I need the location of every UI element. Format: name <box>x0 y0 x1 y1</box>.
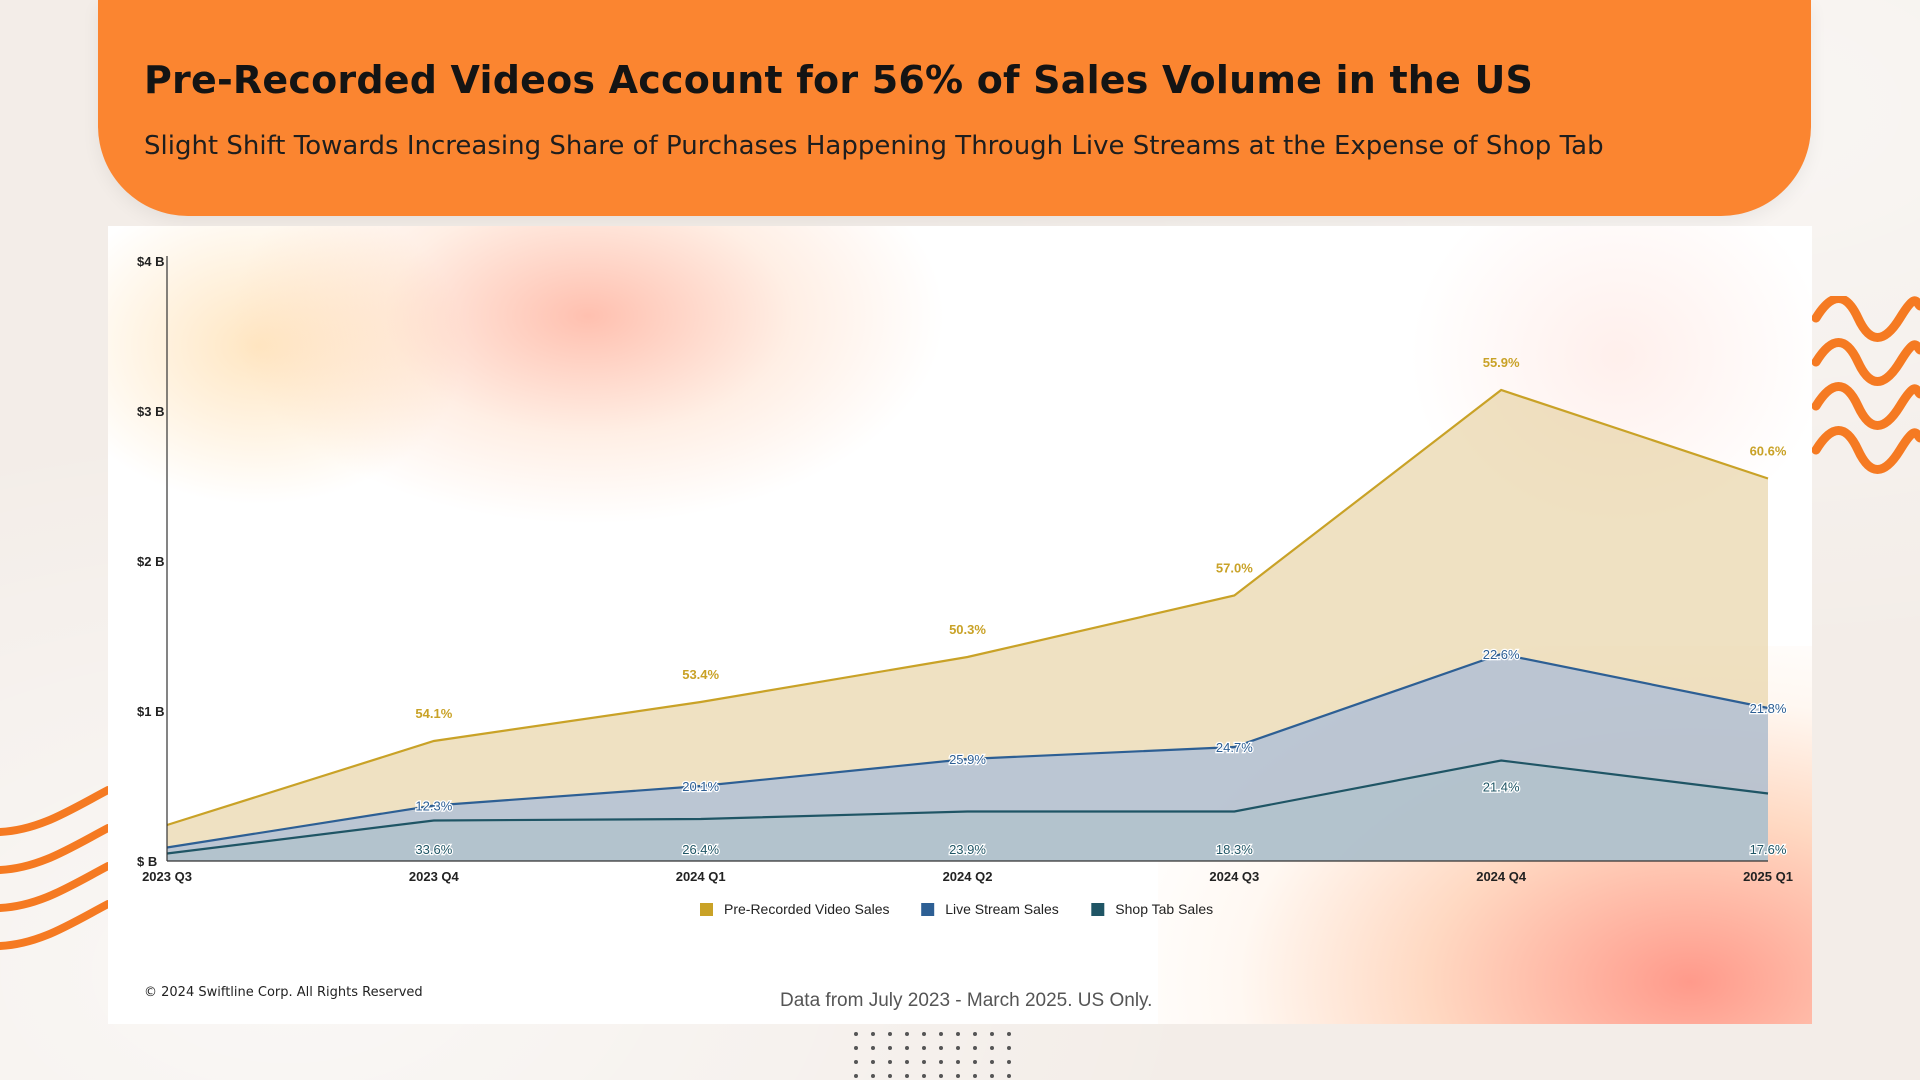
data-label: 53.4% <box>682 667 719 682</box>
decorative-dot <box>990 1032 994 1036</box>
decorative-dot <box>922 1046 926 1050</box>
legend-label: Live Stream Sales <box>945 901 1059 917</box>
series-line-2 <box>166 759 1769 855</box>
legend-label: Shop Tab Sales <box>1115 901 1213 917</box>
data-label: 55.9% <box>1483 355 1520 370</box>
stacked-area-chart: $ B $1 B $2 B $3 B $4 B 2023 Q3 2023 Q4 2024 Q1… <box>137 254 1793 917</box>
decorative-dot <box>1007 1074 1011 1078</box>
data-label: 12.3% <box>415 799 452 814</box>
data-label: 25.9% <box>949 752 986 767</box>
data-label: 21.8% <box>1750 701 1787 716</box>
x-tick-label: 2024 Q2 <box>943 869 993 884</box>
decorative-dot <box>854 1074 858 1078</box>
decorative-dot <box>939 1046 943 1050</box>
decorative-dot <box>871 1032 875 1036</box>
glow-decoration <box>228 226 948 526</box>
x-tick-label: 2023 Q4 <box>409 869 460 884</box>
decorative-dot <box>854 1060 858 1064</box>
y-tick-label: $1 B <box>137 704 164 719</box>
decorative-dot <box>973 1046 977 1050</box>
page-subtitle: Slight Shift Towards Increasing Share of… <box>144 131 1604 161</box>
legend-swatch <box>700 903 713 916</box>
decorative-dot <box>871 1060 875 1064</box>
data-label: 50.3% <box>949 622 986 637</box>
data-label: 21.4% <box>1483 780 1520 795</box>
decorative-dot <box>956 1060 960 1064</box>
data-label: 60.6% <box>1750 444 1787 459</box>
decorative-dot <box>888 1074 892 1078</box>
decorative-dot <box>973 1060 977 1064</box>
decorative-dot <box>1007 1046 1011 1050</box>
decorative-dot <box>888 1060 892 1064</box>
dot-grid-decoration <box>854 1032 1011 1078</box>
x-tick-label: 2025 Q1 <box>1743 869 1793 884</box>
data-label: 23.9% <box>949 842 986 857</box>
data-label: 22.6% <box>1483 647 1520 662</box>
data-label: 20.1% <box>682 779 719 794</box>
decorative-dot <box>956 1074 960 1078</box>
series-line-1 <box>166 652 1769 849</box>
x-tick-label: 2024 Q4 <box>1476 869 1527 884</box>
data-label: 18.3% <box>1216 842 1253 857</box>
decorative-dot <box>854 1032 858 1036</box>
series-line-0 <box>166 388 1769 827</box>
decorative-dot <box>854 1046 858 1050</box>
legend-label: Pre-Recorded Video Sales <box>724 901 890 917</box>
decorative-dot <box>905 1046 909 1050</box>
decorative-dot <box>871 1046 875 1050</box>
decorative-dot <box>939 1074 943 1078</box>
y-tick-label: $2 B <box>137 554 164 569</box>
data-label: 24.7% <box>1216 740 1253 755</box>
data-source-note: Data from July 2023 - March 2025. US Onl… <box>780 990 1153 1011</box>
legend-swatch <box>1091 903 1105 916</box>
decorative-dot <box>956 1032 960 1036</box>
decorative-dot <box>939 1060 943 1064</box>
x-tick-label: 2024 Q1 <box>676 869 726 884</box>
data-label: 17.6% <box>1750 842 1787 857</box>
y-tick-label: $ B <box>137 854 157 869</box>
x-tick-label: 2023 Q3 <box>142 869 192 884</box>
chart-card: $ B $1 B $2 B $3 B $4 B 2023 Q3 2023 Q4 2024 Q1… <box>108 226 1812 1024</box>
data-label: 57.0% <box>1216 561 1253 576</box>
data-label: 33.6% <box>415 842 452 857</box>
data-label: 26.4% <box>682 842 719 857</box>
y-tick-label: $3 B <box>137 404 164 419</box>
decorative-dot <box>922 1074 926 1078</box>
decorative-dot <box>905 1074 909 1078</box>
y-tick-label: $4 B <box>137 254 164 269</box>
left-wave-decoration <box>0 786 108 950</box>
decorative-dot <box>888 1046 892 1050</box>
page-title: Pre-Recorded Videos Account for 56% of S… <box>144 58 1534 102</box>
decorative-dot <box>990 1060 994 1064</box>
data-label: 54.1% <box>415 706 452 721</box>
decorative-dot <box>973 1032 977 1036</box>
decorative-dot <box>888 1032 892 1036</box>
decorative-dot <box>956 1046 960 1050</box>
decorative-dot <box>939 1032 943 1036</box>
right-wave-decoration <box>1812 296 1920 474</box>
header-banner <box>98 0 1811 216</box>
decorative-dot <box>922 1060 926 1064</box>
copyright-text: © 2024 Swiftline Corp. All Rights Reserv… <box>144 985 423 1000</box>
decorative-dot <box>990 1074 994 1078</box>
decorative-dot <box>922 1032 926 1036</box>
decorative-dot <box>905 1060 909 1064</box>
area-2 <box>167 760 1768 861</box>
decorative-dot <box>1007 1060 1011 1064</box>
decorative-dot <box>905 1032 909 1036</box>
decorative-dot <box>1007 1032 1011 1036</box>
x-tick-label: 2024 Q3 <box>1209 869 1259 884</box>
decorative-dot <box>990 1046 994 1050</box>
legend-swatch <box>921 903 935 916</box>
decorative-dot <box>871 1074 875 1078</box>
decorative-dot <box>973 1074 977 1078</box>
